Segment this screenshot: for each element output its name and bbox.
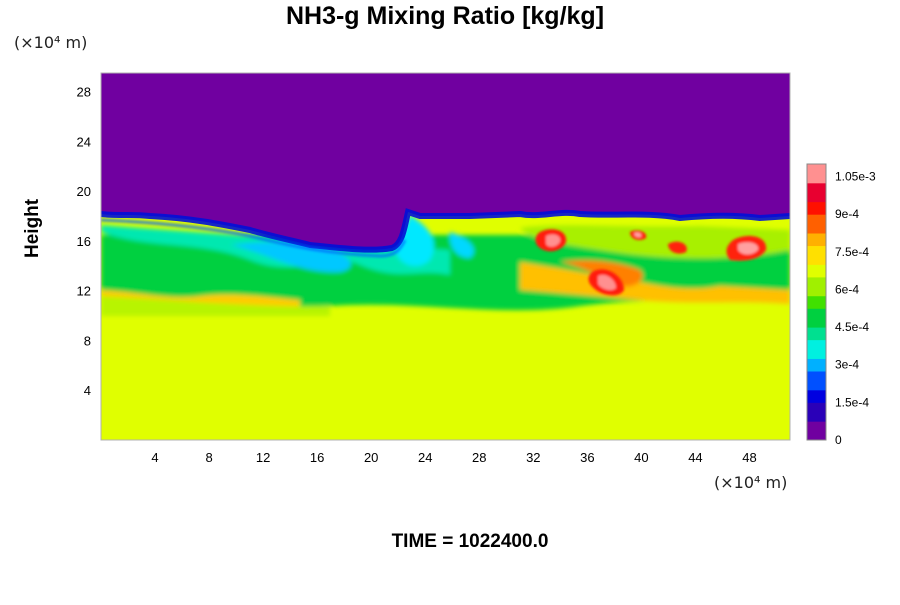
y-tick-label: 8 (84, 333, 91, 348)
colorbar-swatch (807, 383, 826, 391)
colorbar-swatch (807, 358, 826, 366)
y-tick-label: 20 (77, 184, 91, 199)
colorbar-swatch (807, 414, 826, 422)
colorbar-tick-labels: 0 1.5e-4 3e-4 4.5e-4 6e-4 7.5e-4 9e-4 1.05e-3 (835, 170, 876, 447)
colorbar-swatch (807, 233, 826, 240)
colorbar-swatch (807, 389, 826, 397)
colorbar-swatch (807, 276, 826, 284)
colorbar-swatch (807, 314, 826, 322)
colorbar-tick-label: 9e-4 (835, 207, 859, 221)
colorbar-tick-label: 6e-4 (835, 282, 859, 296)
x-tick-label: 28 (472, 450, 486, 465)
y-tick-label: 24 (77, 134, 91, 149)
x-tick-label: 40 (634, 450, 648, 465)
colorbar-swatch (807, 333, 826, 341)
colorbar-swatch (807, 364, 826, 372)
y-tick-label: 12 (77, 284, 91, 299)
heatmap-field (101, 73, 790, 440)
colorbar-swatch (807, 164, 826, 171)
x-axis-ticks: 4 8 12 16 20 24 28 32 36 40 44 48 (151, 450, 756, 465)
colorbar-swatch (807, 327, 826, 334)
colorbar-swatch (807, 352, 826, 359)
colorbar-swatch (807, 270, 826, 278)
colorbar-tick-label: 0 (835, 433, 842, 447)
colorbar-tick-label: 7.5e-4 (835, 245, 869, 259)
colorbar-swatch (807, 214, 826, 221)
colorbar-swatch (807, 201, 826, 209)
colorbar-tick-label: 1.05e-3 (835, 170, 876, 184)
colorbar-swatch (807, 421, 826, 428)
colorbar-swatch (807, 220, 826, 228)
colorbar-swatch (807, 371, 826, 378)
colorbar-swatch (807, 245, 826, 253)
colorbar-swatch (807, 320, 826, 328)
colorbar-swatch (807, 339, 826, 347)
colorbar-swatch (807, 226, 826, 234)
x-tick-label: 32 (526, 450, 540, 465)
colorbar-tick-label: 4.5e-4 (835, 320, 869, 334)
colorbar-swatch (807, 264, 826, 272)
x-tick-label: 20 (364, 450, 378, 465)
colorbar-swatch (807, 170, 826, 178)
colorbar-swatch (807, 427, 826, 435)
colorbar-swatch (807, 408, 826, 416)
time-label: TIME = 1022400.0 (391, 531, 549, 552)
colorbar-swatch (807, 195, 826, 203)
colorbar-swatch (807, 377, 826, 385)
x-tick-label: 16 (310, 450, 324, 465)
colorbar-swatch (807, 251, 826, 259)
colorbar-swatch (807, 258, 826, 265)
y-tick-label: 4 (84, 383, 91, 398)
colorbar-swatch (807, 345, 826, 353)
colorbar-swatch (807, 433, 826, 441)
colorbar-swatch (807, 283, 826, 290)
colorbar-swatch (807, 182, 826, 190)
colorbar-swatch (807, 239, 826, 247)
y-axis-ticks: 4 8 12 16 20 24 28 (77, 85, 91, 399)
colorbar-swatch (807, 302, 826, 309)
y-axis-unit-label: (×10⁴ m) (14, 33, 88, 52)
colorbar-swatch (807, 402, 826, 410)
chart-title: NH3-g Mixing Ratio [kg/kg] (285, 2, 605, 30)
x-tick-label: 36 (580, 450, 594, 465)
colorbar-swatch (807, 176, 826, 184)
colorbar-frame (806, 163, 827, 441)
colorbar-swatch (807, 289, 826, 297)
colorbar-swatch (807, 295, 826, 303)
plot-frame (100, 72, 791, 441)
high-value-cells (535, 229, 767, 296)
colorbar-swatch (807, 396, 826, 403)
x-tick-label: 12 (256, 450, 270, 465)
x-tick-label: 4 (151, 450, 158, 465)
x-axis-unit-label: (×10⁴ m) (714, 473, 788, 492)
y-tick-label: 28 (77, 85, 91, 100)
colorbar (806, 163, 827, 441)
colorbar-tick-label: 3e-4 (835, 358, 859, 372)
colorbar-tick-label: 1.5e-4 (835, 395, 869, 409)
upper-zero-region (101, 73, 790, 250)
x-tick-label: 48 (742, 450, 756, 465)
x-tick-label: 8 (205, 450, 212, 465)
colorbar-swatch (807, 189, 826, 196)
y-tick-label: 16 (77, 234, 91, 249)
x-tick-label: 24 (418, 450, 432, 465)
boundary-blue-edge (101, 208, 790, 253)
colorbar-swatch (807, 308, 826, 316)
colorbar-swatch (807, 207, 826, 215)
x-tick-label: 44 (688, 450, 702, 465)
